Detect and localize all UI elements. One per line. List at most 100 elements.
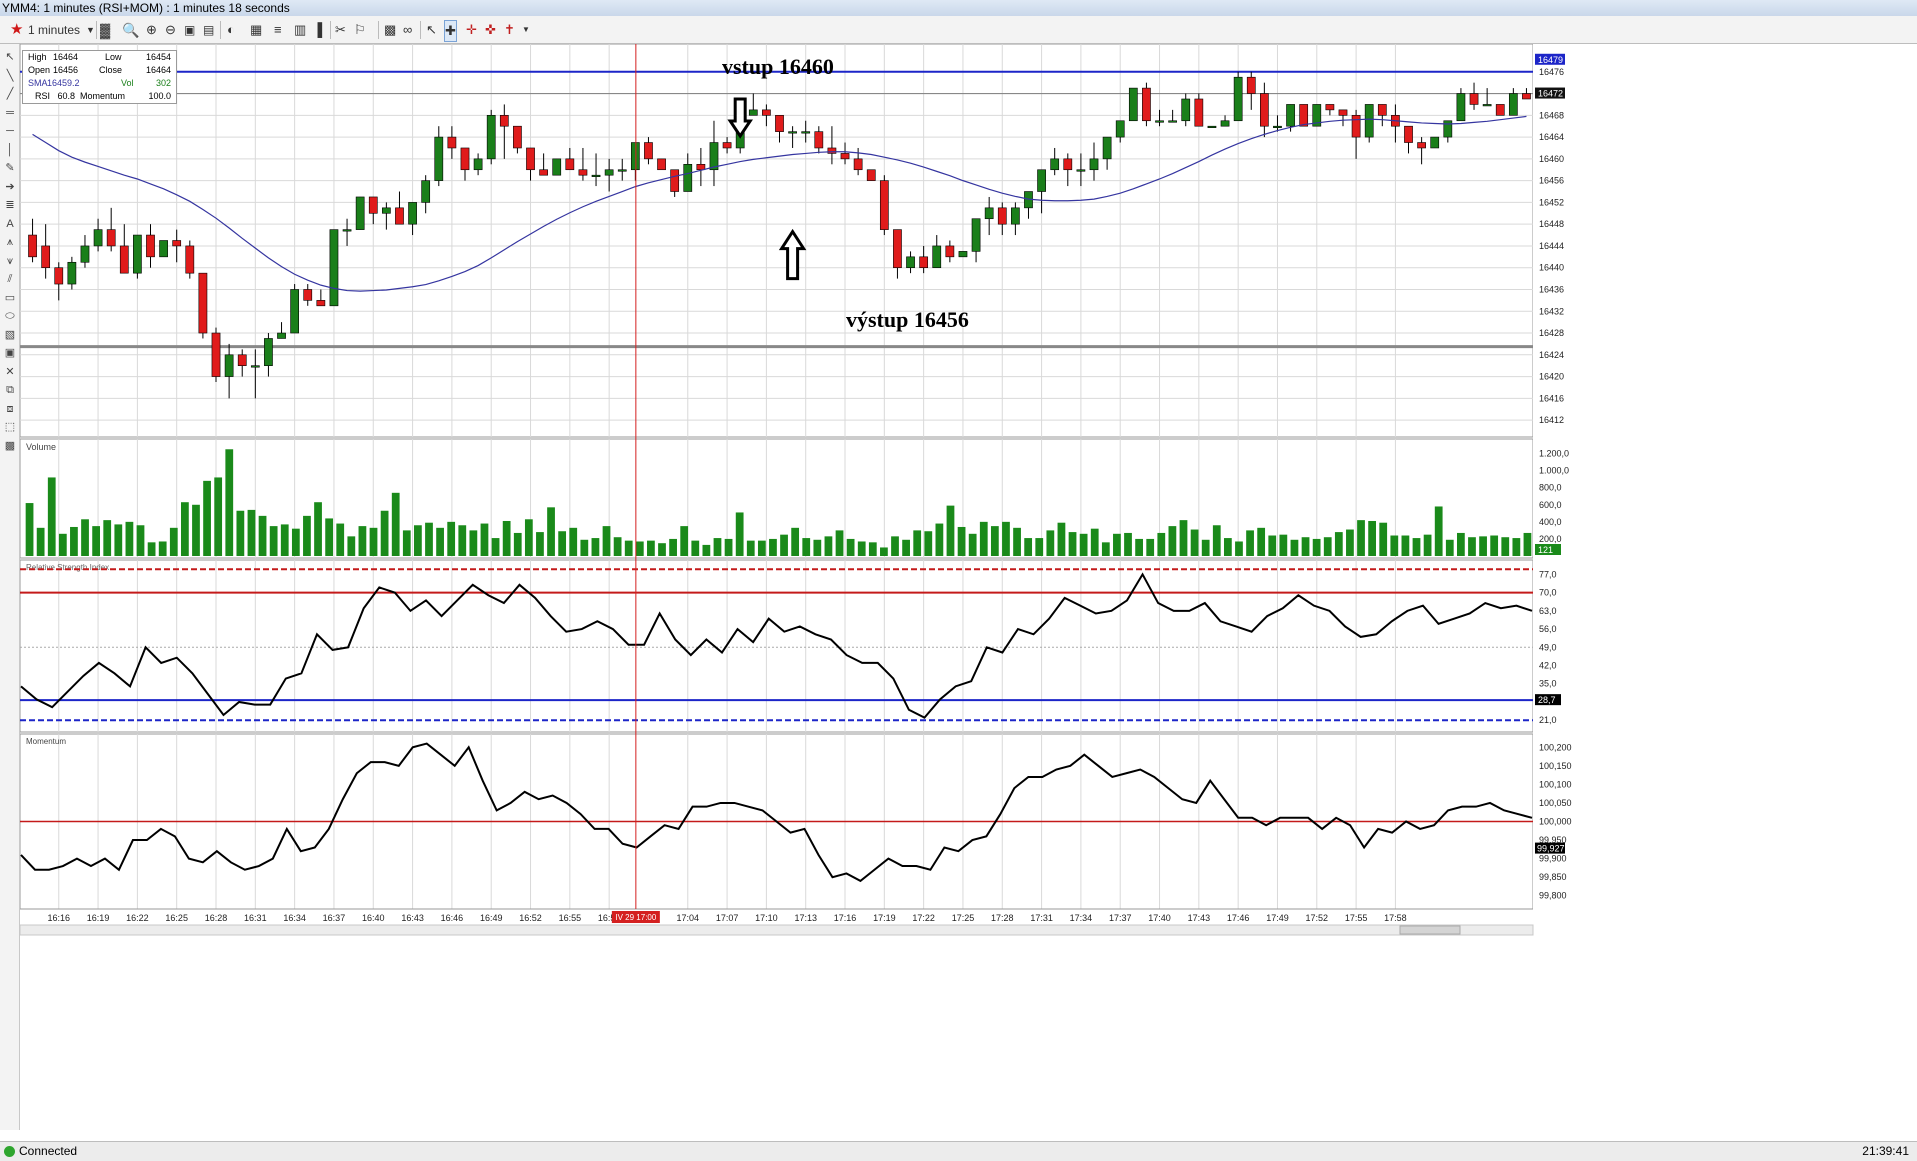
volume-bar <box>868 542 877 556</box>
volume-bar <box>602 526 611 556</box>
ray-tool-icon[interactable]: ╱ <box>6 88 14 100</box>
global-crosshair-icon[interactable]: ✛ <box>466 22 477 37</box>
chart-style-icon[interactable]: ◐ <box>227 22 235 37</box>
templates-icon[interactable]: ▥ <box>294 22 307 37</box>
bar-type-icon[interactable]: ▓ <box>100 22 111 38</box>
candle-body <box>565 158 575 171</box>
candle-body <box>1469 93 1479 105</box>
momentum-tick-label: 99,900 <box>1539 854 1567 864</box>
snap-icon[interactable]: ▣ <box>4 347 16 359</box>
volume-bar <box>1390 535 1399 556</box>
candle-body <box>395 207 404 225</box>
pointer-tool-icon[interactable]: ↖ <box>5 51 15 63</box>
x-tick-label: 17:43 <box>1188 913 1211 923</box>
ruler-tool-icon[interactable]: ▧ <box>4 328 16 341</box>
rsi-tick-label: 63,0 <box>1539 606 1557 616</box>
duplicate-icon[interactable]: ⧉ <box>6 384 14 396</box>
crosshair-time-icon[interactable]: ✝ <box>504 22 515 37</box>
volume-bar <box>824 536 833 556</box>
x-tick-label: 16:28 <box>205 913 228 923</box>
candle-body <box>539 169 548 176</box>
rsi-tick-label: 77,0 <box>1539 569 1557 579</box>
pointer-icon[interactable]: ↖ <box>426 22 437 37</box>
interval-dropdown-icon[interactable]: ▼ <box>86 25 95 35</box>
text-tool-icon[interactable]: ✎ <box>5 162 15 174</box>
alert-bell-icon[interactable]: ⚐ <box>354 22 366 37</box>
crosshair-icon[interactable]: ✚ <box>444 20 457 42</box>
strategies-icon[interactable]: ≡ <box>274 22 282 37</box>
ellipse-tool-icon[interactable]: ⬭ <box>5 310 15 322</box>
link-icon[interactable]: ∞ <box>403 22 413 37</box>
volume-bar <box>58 533 67 556</box>
calendar-icon[interactable]: ▩ <box>384 22 397 37</box>
volume-bar <box>802 538 811 556</box>
rectangle-tool-icon[interactable]: ▭ <box>4 291 16 304</box>
volume-bar <box>680 526 689 556</box>
fib-tool-icon[interactable]: ≣ <box>5 199 15 211</box>
zoom-menu-icon[interactable]: 🔍 <box>122 22 140 38</box>
chart-area[interactable]: 16:16 16:19 16:22 16:25 16:28 16:31 16:34 16:37… <box>20 44 1917 1141</box>
line-tool-icon[interactable]: ╲ <box>6 69 14 82</box>
layers-icon[interactable]: ⧈ <box>6 402 14 415</box>
arrow-tool-icon[interactable]: ➔ <box>5 180 15 193</box>
volume-bar <box>336 523 345 556</box>
candle-body <box>28 234 37 258</box>
price-tick-label: 16412 <box>1539 415 1564 425</box>
crosshair-lock-icon[interactable]: ✜ <box>485 22 496 37</box>
candle-body <box>670 169 680 192</box>
exit-annotation: výstup 16456 <box>846 307 969 332</box>
pitchfork-icon[interactable]: ⩛ <box>6 254 14 267</box>
x-tick-label: 17:10 <box>755 913 778 923</box>
zoom-in-icon[interactable]: ⊕ <box>146 22 157 37</box>
lock-icon[interactable]: ▣ <box>184 23 196 37</box>
volume-bar <box>291 528 300 556</box>
volume-bar <box>414 525 422 556</box>
candle-body <box>421 180 431 203</box>
select-area-icon[interactable]: ⬚ <box>4 421 16 433</box>
rsi-label: RSI <box>35 91 51 101</box>
volume-bar <box>480 523 489 556</box>
text-label-icon[interactable]: A <box>6 217 14 230</box>
scissors-icon[interactable]: ✂ <box>335 22 346 37</box>
vertical-line-icon[interactable]: │ <box>6 143 14 156</box>
volume-bar <box>1434 506 1443 556</box>
channel-tool-icon[interactable]: ⫽ <box>7 273 13 285</box>
toolbar-overflow-icon[interactable]: ▼ <box>522 25 530 34</box>
candle-body <box>1338 109 1348 116</box>
volume-bar <box>1268 535 1277 556</box>
lock-drawing-icon[interactable]: ▩ <box>4 439 16 452</box>
gann-fan-icon[interactable]: ⩚ <box>6 236 14 248</box>
rsi-tick-label: 56,0 <box>1539 624 1557 634</box>
volume-bar <box>402 530 411 556</box>
horizontal-line-icon[interactable]: ─ <box>6 125 14 137</box>
volume-tick-label: 800,0 <box>1539 483 1562 493</box>
volume-bar <box>425 522 433 556</box>
connection-status-icon <box>4 1146 15 1157</box>
price-tick-label: 16420 <box>1539 372 1564 382</box>
x-tick-label: 16:22 <box>126 913 149 923</box>
volume-bar <box>902 539 910 556</box>
candle-body <box>93 229 103 247</box>
zoom-out-icon[interactable]: ⊖ <box>165 22 176 37</box>
candle-body <box>1128 87 1138 122</box>
sma-value: 16459.2 <box>47 78 80 88</box>
candle-body <box>1155 120 1164 123</box>
properties-icon[interactable]: ▤ <box>203 23 215 37</box>
rsi-tick-label: 49,0 <box>1539 642 1557 652</box>
interval-select[interactable]: 1 minutes <box>28 23 81 37</box>
volume-bar <box>1512 538 1521 556</box>
candle-body <box>696 164 706 171</box>
candle-body <box>316 300 326 307</box>
candle-body <box>1011 207 1020 225</box>
data-series-icon[interactable]: ▐ <box>313 22 323 37</box>
rsi-panel <box>20 559 1534 733</box>
candle-body <box>657 158 666 171</box>
candle-body <box>827 147 837 154</box>
indicators-icon[interactable]: ▦ <box>250 22 263 37</box>
extended-line-icon[interactable]: ═ <box>6 106 14 119</box>
volume-bar <box>1523 532 1532 556</box>
remove-drawings-icon[interactable]: ✕ <box>5 365 15 378</box>
pin-icon[interactable]: ★ <box>10 21 24 38</box>
volume-bar <box>358 526 367 556</box>
price-tick-label: 16456 <box>1539 176 1564 186</box>
